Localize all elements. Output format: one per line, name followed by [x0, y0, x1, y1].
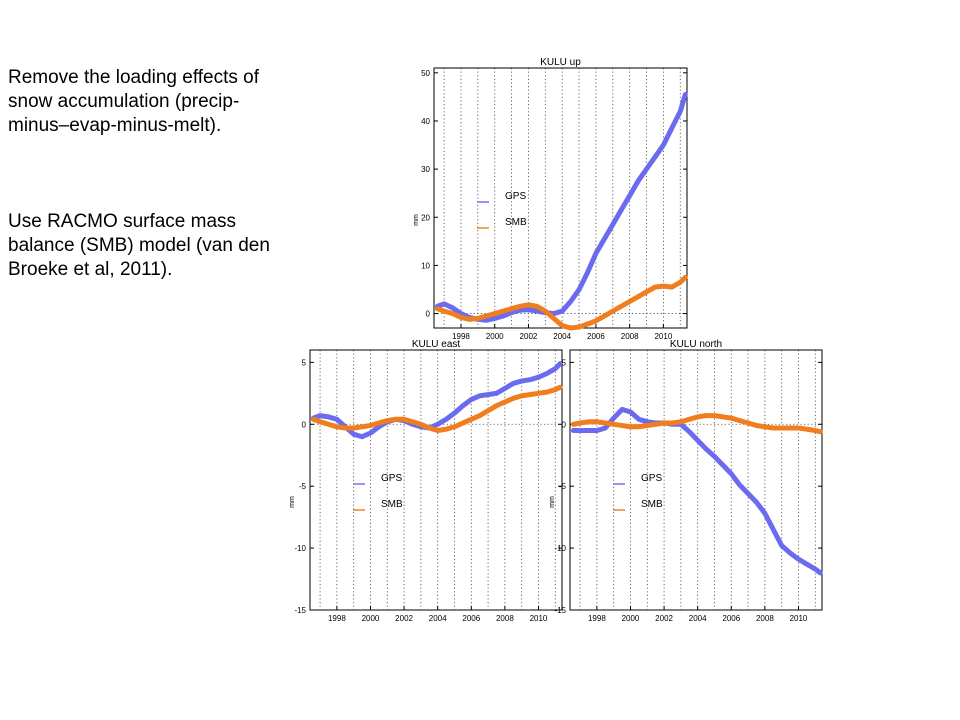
chart-kulu-east-ytick-label: 5	[302, 358, 307, 367]
chart-kulu-up-title: KULU up	[540, 57, 581, 68]
note-line: balance (SMB) model (van den	[8, 235, 270, 256]
note-racmo-model: Use RACMO surface mass balance (SMB) mod…	[8, 210, 270, 282]
chart-kulu-east-legend-label-smb: SMB	[381, 499, 403, 510]
chart-kulu-east-ytick-label: -10	[294, 544, 306, 553]
chart-kulu-east-xtick-label: 2004	[429, 614, 447, 623]
chart-kulu-up-ylabel: mm	[413, 214, 420, 226]
chart-kulu-up-ytick-label: 50	[421, 69, 430, 78]
chart-kulu-up-ytick-label: 10	[421, 261, 430, 270]
chart-kulu-north: KULU north 5 0 -5 -10 -15 1998 2000 2002 2004 2006…	[549, 339, 823, 623]
chart-kulu-east-series-smb-line	[310, 384, 563, 433]
chart-kulu-up-xtick-label: 2008	[621, 332, 639, 341]
chart-kulu-up-series-gps-line	[434, 92, 688, 323]
chart-kulu-north-ylabel: mm	[549, 496, 556, 508]
chart-kulu-up-ytick-label: 30	[421, 165, 430, 174]
chart-kulu-north-xtick-label: 1998	[588, 614, 606, 623]
chart-kulu-north-legend-label-smb: SMB	[641, 499, 663, 510]
chart-kulu-east-xtick-label: 2002	[395, 614, 413, 623]
note-line: snow accumulation (precip-	[8, 91, 240, 112]
chart-kulu-up-xtick-label: 2006	[587, 332, 605, 341]
chart-kulu-east-series-gps-line	[310, 361, 563, 440]
chart-kulu-up: KULU up 0 10 20 30 40 50 1998 2000 2002 2004 2006 20…	[413, 57, 688, 341]
chart-kulu-north-series-gps-line	[570, 406, 823, 576]
chart-kulu-north-title: KULU north	[670, 339, 722, 350]
chart-kulu-up-frame	[433, 67, 688, 329]
chart-kulu-east-xtick-label: 2010	[530, 614, 548, 623]
chart-kulu-up-xtick-label: 2004	[553, 332, 571, 341]
chart-kulu-east-frame	[309, 349, 563, 611]
chart-kulu-north-xtick-label: 2000	[622, 614, 640, 623]
chart-kulu-north-xtick-label: 2006	[722, 614, 740, 623]
chart-kulu-north-xtick-label: 2008	[756, 614, 774, 623]
note-line: Broeke et al, 2011).	[8, 259, 173, 280]
chart-kulu-east-ytick-label: -15	[294, 606, 306, 615]
chart-kulu-north-xtick-label: 2004	[689, 614, 707, 623]
chart-kulu-up-legend-label-gps: GPS	[505, 191, 526, 202]
chart-kulu-north-ytick-label: 5	[562, 358, 567, 367]
chart-kulu-north-ytick-label: -5	[559, 482, 567, 491]
chart-kulu-east-xtick-label: 1998	[328, 614, 346, 623]
note-line: minus–evap-minus-melt).	[8, 115, 222, 136]
chart-kulu-north-frame	[569, 349, 823, 611]
chart-kulu-up-xtick-label: 2010	[654, 332, 672, 341]
chart-kulu-up-xtick-label: 2000	[486, 332, 504, 341]
chart-kulu-east-xtick-label: 2008	[496, 614, 514, 623]
chart-kulu-east-ytick-label: -5	[299, 482, 307, 491]
chart-kulu-north-ytick-label: 0	[562, 420, 567, 429]
chart-kulu-east-legend-label-gps: GPS	[381, 473, 402, 484]
chart-kulu-up-ytick-label: 20	[421, 213, 430, 222]
note-line: Use RACMO surface mass	[8, 211, 237, 232]
chart-kulu-east-xtick-label: 2006	[462, 614, 480, 623]
chart-kulu-north-series-smb-line	[570, 413, 823, 435]
chart-kulu-up-ytick-label: 0	[426, 310, 431, 319]
chart-kulu-east: KULU east 5 0 -5 -10 -15 1998 2000 2002 2004 2006 2…	[289, 339, 563, 623]
chart-kulu-north-xtick-label: 2002	[655, 614, 673, 623]
chart-kulu-north-ytick-label: -15	[554, 606, 566, 615]
chart-kulu-east-xtick-label: 2000	[362, 614, 380, 623]
chart-kulu-up-ytick-label: 40	[421, 117, 430, 126]
chart-kulu-east-ytick-label: 0	[302, 420, 307, 429]
chart-kulu-up-xtick-label: 1998	[452, 332, 470, 341]
chart-kulu-north-ytick-label: -10	[554, 544, 566, 553]
chart-kulu-up-legend-label-smb: SMB	[505, 217, 527, 228]
chart-kulu-north-xtick-label: 2010	[790, 614, 808, 623]
chart-kulu-up-series-smb-line	[434, 274, 688, 331]
chart-kulu-east-title: KULU east	[412, 339, 461, 350]
chart-kulu-east-ylabel: mm	[289, 496, 296, 508]
note-line: Remove the loading effects of	[8, 67, 260, 88]
chart-kulu-up-xtick-label: 2002	[520, 332, 538, 341]
note-loading-effects: Remove the loading effects of snow accum…	[8, 66, 259, 138]
chart-kulu-north-legend-label-gps: GPS	[641, 473, 662, 484]
